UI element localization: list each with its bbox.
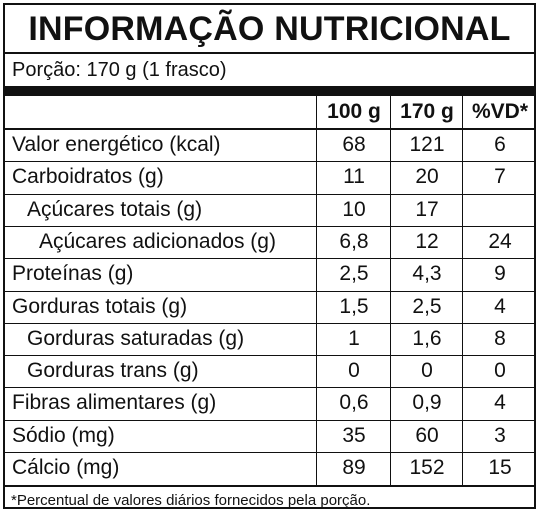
footer-divider — [5, 485, 534, 487]
title-divider — [5, 52, 534, 54]
column-divider — [316, 96, 317, 485]
table-row: Sódio (mg) 35 60 3 — [5, 420, 534, 452]
value-100g: 11 — [343, 165, 365, 189]
row-divider — [5, 258, 534, 260]
row-divider — [5, 193, 534, 195]
value-170g: 152 — [409, 456, 445, 479]
value-100g: 6,8 — [339, 229, 369, 253]
value-100g: 10 — [342, 197, 366, 221]
nutrient-name: Fibras alimentares (g) — [12, 391, 217, 415]
table-row: Gorduras totais (g) 1,5 2,5 4 — [5, 291, 534, 323]
nutrient-name: Açúcares totais (g) — [27, 197, 203, 221]
value-vd: 0 — [494, 359, 506, 383]
nutrition-label: INFORMAÇÃO NUTRICIONAL Porção: 170 g (1 … — [3, 3, 536, 509]
nutrient-name: Valor energético (kcal) — [12, 133, 221, 156]
row-divider — [5, 161, 534, 163]
row-divider — [5, 419, 534, 421]
table-row: Fibras alimentares (g) 0,6 0,9 4 — [5, 387, 534, 419]
value-170g: 12 — [415, 229, 439, 253]
nutrient-name: Gorduras saturadas (g) — [27, 326, 245, 350]
column-header-vd: %VD* — [471, 100, 529, 123]
value-100g: 1 — [348, 326, 360, 350]
value-170g: 60 — [415, 423, 439, 447]
nutrient-name: Cálcio (mg) — [12, 456, 120, 479]
value-vd: 3 — [494, 423, 506, 447]
row-divider — [5, 355, 534, 357]
value-vd: 6 — [494, 133, 506, 156]
value-100g: 68 — [342, 133, 366, 156]
nutrient-name: Proteínas (g) — [12, 262, 134, 286]
value-vd: 15 — [488, 456, 512, 479]
row-divider — [5, 290, 534, 292]
footnote: *Percentual de valores diários fornecido… — [11, 492, 371, 509]
column-header-100g: 100 g — [327, 100, 381, 123]
nutrient-name: Gorduras trans (g) — [27, 359, 199, 383]
value-100g: 0 — [348, 359, 360, 383]
row-divider — [5, 387, 534, 389]
row-divider — [5, 225, 534, 227]
table-row: Açúcares totais (g) 10 17 — [5, 194, 534, 226]
row-divider — [5, 322, 534, 324]
value-100g: 1,5 — [339, 294, 369, 318]
value-170g: 0,9 — [412, 391, 442, 415]
table-row: Carboidratos (g) 11 20 7 — [5, 161, 534, 193]
nutrient-name: Gorduras totais (g) — [12, 294, 188, 318]
value-170g: 17 — [415, 197, 439, 221]
value-vd: 8 — [494, 326, 506, 350]
nutrient-name: Carboidratos (g) — [12, 165, 164, 189]
value-vd: 9 — [494, 262, 506, 286]
value-170g: 2,5 — [412, 294, 442, 318]
header-thick-bar — [5, 86, 534, 96]
nutrient-name: Sódio (mg) — [12, 423, 115, 447]
column-header-170g: 170 g — [400, 100, 454, 123]
value-vd: 4 — [494, 391, 506, 415]
value-170g: 20 — [415, 165, 439, 189]
value-vd: 4 — [494, 294, 506, 318]
column-divider — [390, 96, 391, 485]
nutrient-name: Açúcares adicionados (g) — [39, 229, 276, 253]
column-header-row: 100 g 170 g %VD* — [5, 96, 534, 128]
portion-size: Porção: 170 g (1 frasco) — [12, 59, 227, 81]
value-vd: 7 — [494, 165, 506, 189]
value-170g: 0 — [421, 359, 433, 383]
table-row: Valor energético (kcal) 68 121 6 — [5, 129, 534, 161]
column-divider — [462, 96, 463, 485]
value-vd: 24 — [488, 229, 512, 253]
value-170g: 121 — [409, 133, 445, 156]
table-row: Gorduras saturadas (g) 1 1,6 8 — [5, 323, 534, 355]
value-100g: 2,5 — [339, 262, 369, 286]
value-170g: 4,3 — [412, 262, 442, 286]
table-row: Gorduras trans (g) 0 0 0 — [5, 355, 534, 387]
table-row: Cálcio (mg) 89 152 15 — [5, 452, 534, 484]
value-100g: 35 — [342, 423, 366, 447]
value-100g: 89 — [342, 456, 366, 479]
value-170g: 1,6 — [412, 326, 442, 350]
table-row: Açúcares adicionados (g) 6,8 12 24 — [5, 226, 534, 258]
header-divider — [5, 128, 534, 130]
table-row: Proteínas (g) 2,5 4,3 9 — [5, 258, 534, 290]
value-100g: 0,6 — [339, 391, 369, 415]
row-divider — [5, 452, 534, 453]
label-title: INFORMAÇÃO NUTRICIONAL — [28, 10, 511, 48]
